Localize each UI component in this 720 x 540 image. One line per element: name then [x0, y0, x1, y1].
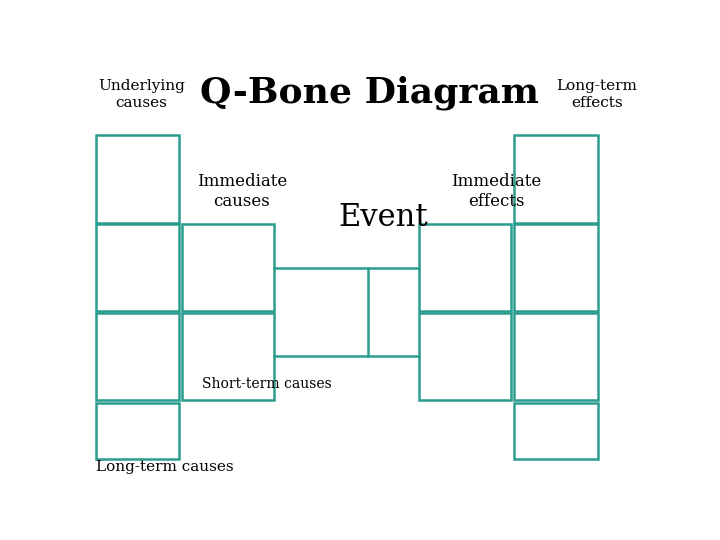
Bar [182, 313, 274, 400]
Bar [96, 136, 179, 223]
Bar [96, 224, 179, 312]
Text: Immediate
effects: Immediate effects [451, 173, 541, 210]
Text: Long-term causes: Long-term causes [96, 460, 233, 474]
Bar [96, 403, 179, 459]
Text: Long-term
effects: Long-term effects [557, 79, 637, 110]
Bar [419, 224, 511, 312]
Text: Event: Event [338, 202, 428, 233]
Bar [514, 403, 598, 459]
Bar [419, 313, 511, 400]
Bar [514, 136, 598, 223]
Text: Immediate
causes: Immediate causes [197, 173, 287, 210]
Text: Underlying
causes: Underlying causes [98, 79, 185, 110]
Bar [182, 224, 274, 312]
Text: Q-Bone Diagram: Q-Bone Diagram [199, 75, 539, 110]
Bar [514, 224, 598, 312]
Bar [96, 313, 179, 400]
Text: Short-term causes: Short-term causes [202, 377, 331, 392]
Bar [514, 313, 598, 400]
